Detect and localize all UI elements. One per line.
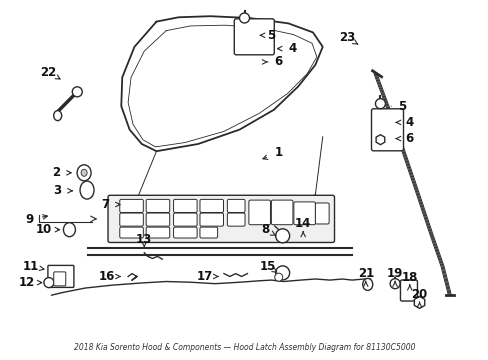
FancyBboxPatch shape bbox=[54, 272, 65, 286]
Text: 22: 22 bbox=[40, 66, 56, 78]
FancyBboxPatch shape bbox=[200, 213, 223, 226]
Text: 5: 5 bbox=[267, 29, 275, 42]
FancyBboxPatch shape bbox=[200, 227, 217, 238]
Ellipse shape bbox=[81, 169, 87, 176]
Text: 16: 16 bbox=[98, 270, 115, 283]
FancyBboxPatch shape bbox=[315, 203, 328, 224]
Text: 6: 6 bbox=[405, 132, 413, 145]
Text: 14: 14 bbox=[294, 217, 311, 230]
Text: 13: 13 bbox=[136, 233, 152, 246]
FancyBboxPatch shape bbox=[227, 213, 244, 226]
Ellipse shape bbox=[54, 111, 61, 121]
Text: 19: 19 bbox=[386, 267, 403, 280]
Ellipse shape bbox=[362, 278, 372, 291]
FancyBboxPatch shape bbox=[200, 199, 223, 212]
Text: 20: 20 bbox=[410, 288, 427, 301]
Text: 11: 11 bbox=[22, 260, 39, 273]
FancyBboxPatch shape bbox=[120, 227, 143, 238]
Circle shape bbox=[239, 13, 249, 23]
Ellipse shape bbox=[274, 273, 282, 281]
FancyBboxPatch shape bbox=[146, 227, 169, 238]
Ellipse shape bbox=[80, 181, 94, 199]
Text: 10: 10 bbox=[36, 223, 52, 236]
FancyBboxPatch shape bbox=[400, 280, 417, 301]
Text: 17: 17 bbox=[196, 270, 212, 283]
Ellipse shape bbox=[63, 223, 75, 237]
FancyBboxPatch shape bbox=[146, 213, 169, 226]
Circle shape bbox=[375, 99, 385, 109]
Text: 21: 21 bbox=[357, 267, 373, 280]
FancyBboxPatch shape bbox=[371, 109, 403, 151]
FancyBboxPatch shape bbox=[227, 199, 244, 212]
Text: 18: 18 bbox=[401, 271, 417, 284]
Text: 9: 9 bbox=[25, 213, 33, 226]
Text: 23: 23 bbox=[338, 31, 355, 44]
Text: 7: 7 bbox=[101, 198, 109, 211]
Text: 8: 8 bbox=[261, 223, 268, 236]
FancyBboxPatch shape bbox=[173, 199, 197, 212]
Text: 5: 5 bbox=[397, 100, 405, 113]
Circle shape bbox=[389, 279, 399, 289]
FancyBboxPatch shape bbox=[234, 19, 274, 55]
FancyBboxPatch shape bbox=[146, 199, 169, 212]
Text: 3: 3 bbox=[54, 184, 61, 197]
Text: 6: 6 bbox=[274, 55, 282, 68]
FancyBboxPatch shape bbox=[48, 265, 74, 287]
Ellipse shape bbox=[44, 278, 54, 288]
FancyBboxPatch shape bbox=[120, 213, 143, 226]
Ellipse shape bbox=[77, 165, 91, 181]
Ellipse shape bbox=[275, 229, 289, 243]
FancyBboxPatch shape bbox=[271, 200, 292, 225]
FancyBboxPatch shape bbox=[248, 200, 270, 225]
Text: 15: 15 bbox=[259, 260, 276, 273]
FancyBboxPatch shape bbox=[173, 213, 197, 226]
Ellipse shape bbox=[275, 266, 289, 280]
Text: 2018 Kia Sorento Hood & Components — Hood Latch Assembly Diagram for 81130C5000: 2018 Kia Sorento Hood & Components — Hoo… bbox=[74, 343, 414, 352]
Text: 4: 4 bbox=[405, 116, 413, 129]
FancyBboxPatch shape bbox=[108, 195, 334, 243]
Text: 1: 1 bbox=[274, 147, 282, 159]
Circle shape bbox=[72, 87, 82, 97]
FancyBboxPatch shape bbox=[173, 227, 197, 238]
Text: 2: 2 bbox=[52, 166, 60, 179]
FancyBboxPatch shape bbox=[120, 199, 143, 212]
Text: 12: 12 bbox=[19, 276, 35, 289]
FancyBboxPatch shape bbox=[293, 202, 315, 225]
Text: 4: 4 bbox=[288, 42, 296, 55]
